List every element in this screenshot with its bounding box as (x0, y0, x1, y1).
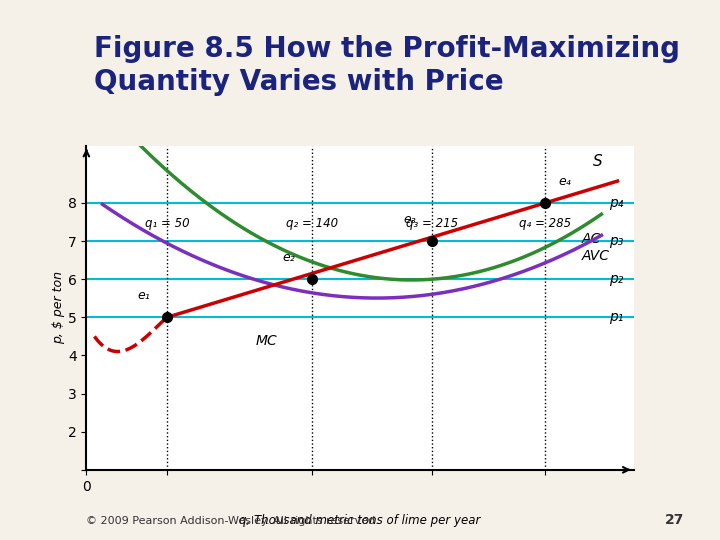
Text: e₂: e₂ (283, 251, 295, 264)
Text: p₃: p₃ (609, 234, 624, 248)
Text: 27: 27 (665, 512, 684, 526)
X-axis label: q, Thousand metric tons of lime per year: q, Thousand metric tons of lime per year (239, 515, 481, 528)
Text: AC: AC (582, 232, 601, 246)
Text: p₂: p₂ (609, 272, 624, 286)
Text: MC: MC (256, 334, 277, 348)
Text: S: S (593, 153, 603, 168)
Text: Quantity Varies with Price: Quantity Varies with Price (94, 68, 503, 96)
Text: q₃ = 215: q₃ = 215 (406, 217, 459, 230)
Text: q₁ = 50: q₁ = 50 (145, 217, 189, 230)
Text: e₄: e₄ (558, 175, 571, 188)
Text: Figure 8.5 How the Profit-Maximizing: Figure 8.5 How the Profit-Maximizing (94, 35, 680, 63)
Text: e₁: e₁ (138, 289, 150, 302)
Text: p₁: p₁ (609, 310, 624, 325)
Text: © 2009 Pearson Addison-Wesley. All rights reserved.: © 2009 Pearson Addison-Wesley. All right… (86, 516, 379, 526)
Text: AVC: AVC (582, 249, 610, 264)
Y-axis label: p, $ per ton: p, $ per ton (52, 271, 65, 345)
Text: p₄: p₄ (609, 196, 624, 210)
Text: q₄ = 285: q₄ = 285 (519, 217, 571, 230)
Text: q₂ = 140: q₂ = 140 (286, 217, 338, 230)
Text: e₃: e₃ (403, 213, 416, 226)
